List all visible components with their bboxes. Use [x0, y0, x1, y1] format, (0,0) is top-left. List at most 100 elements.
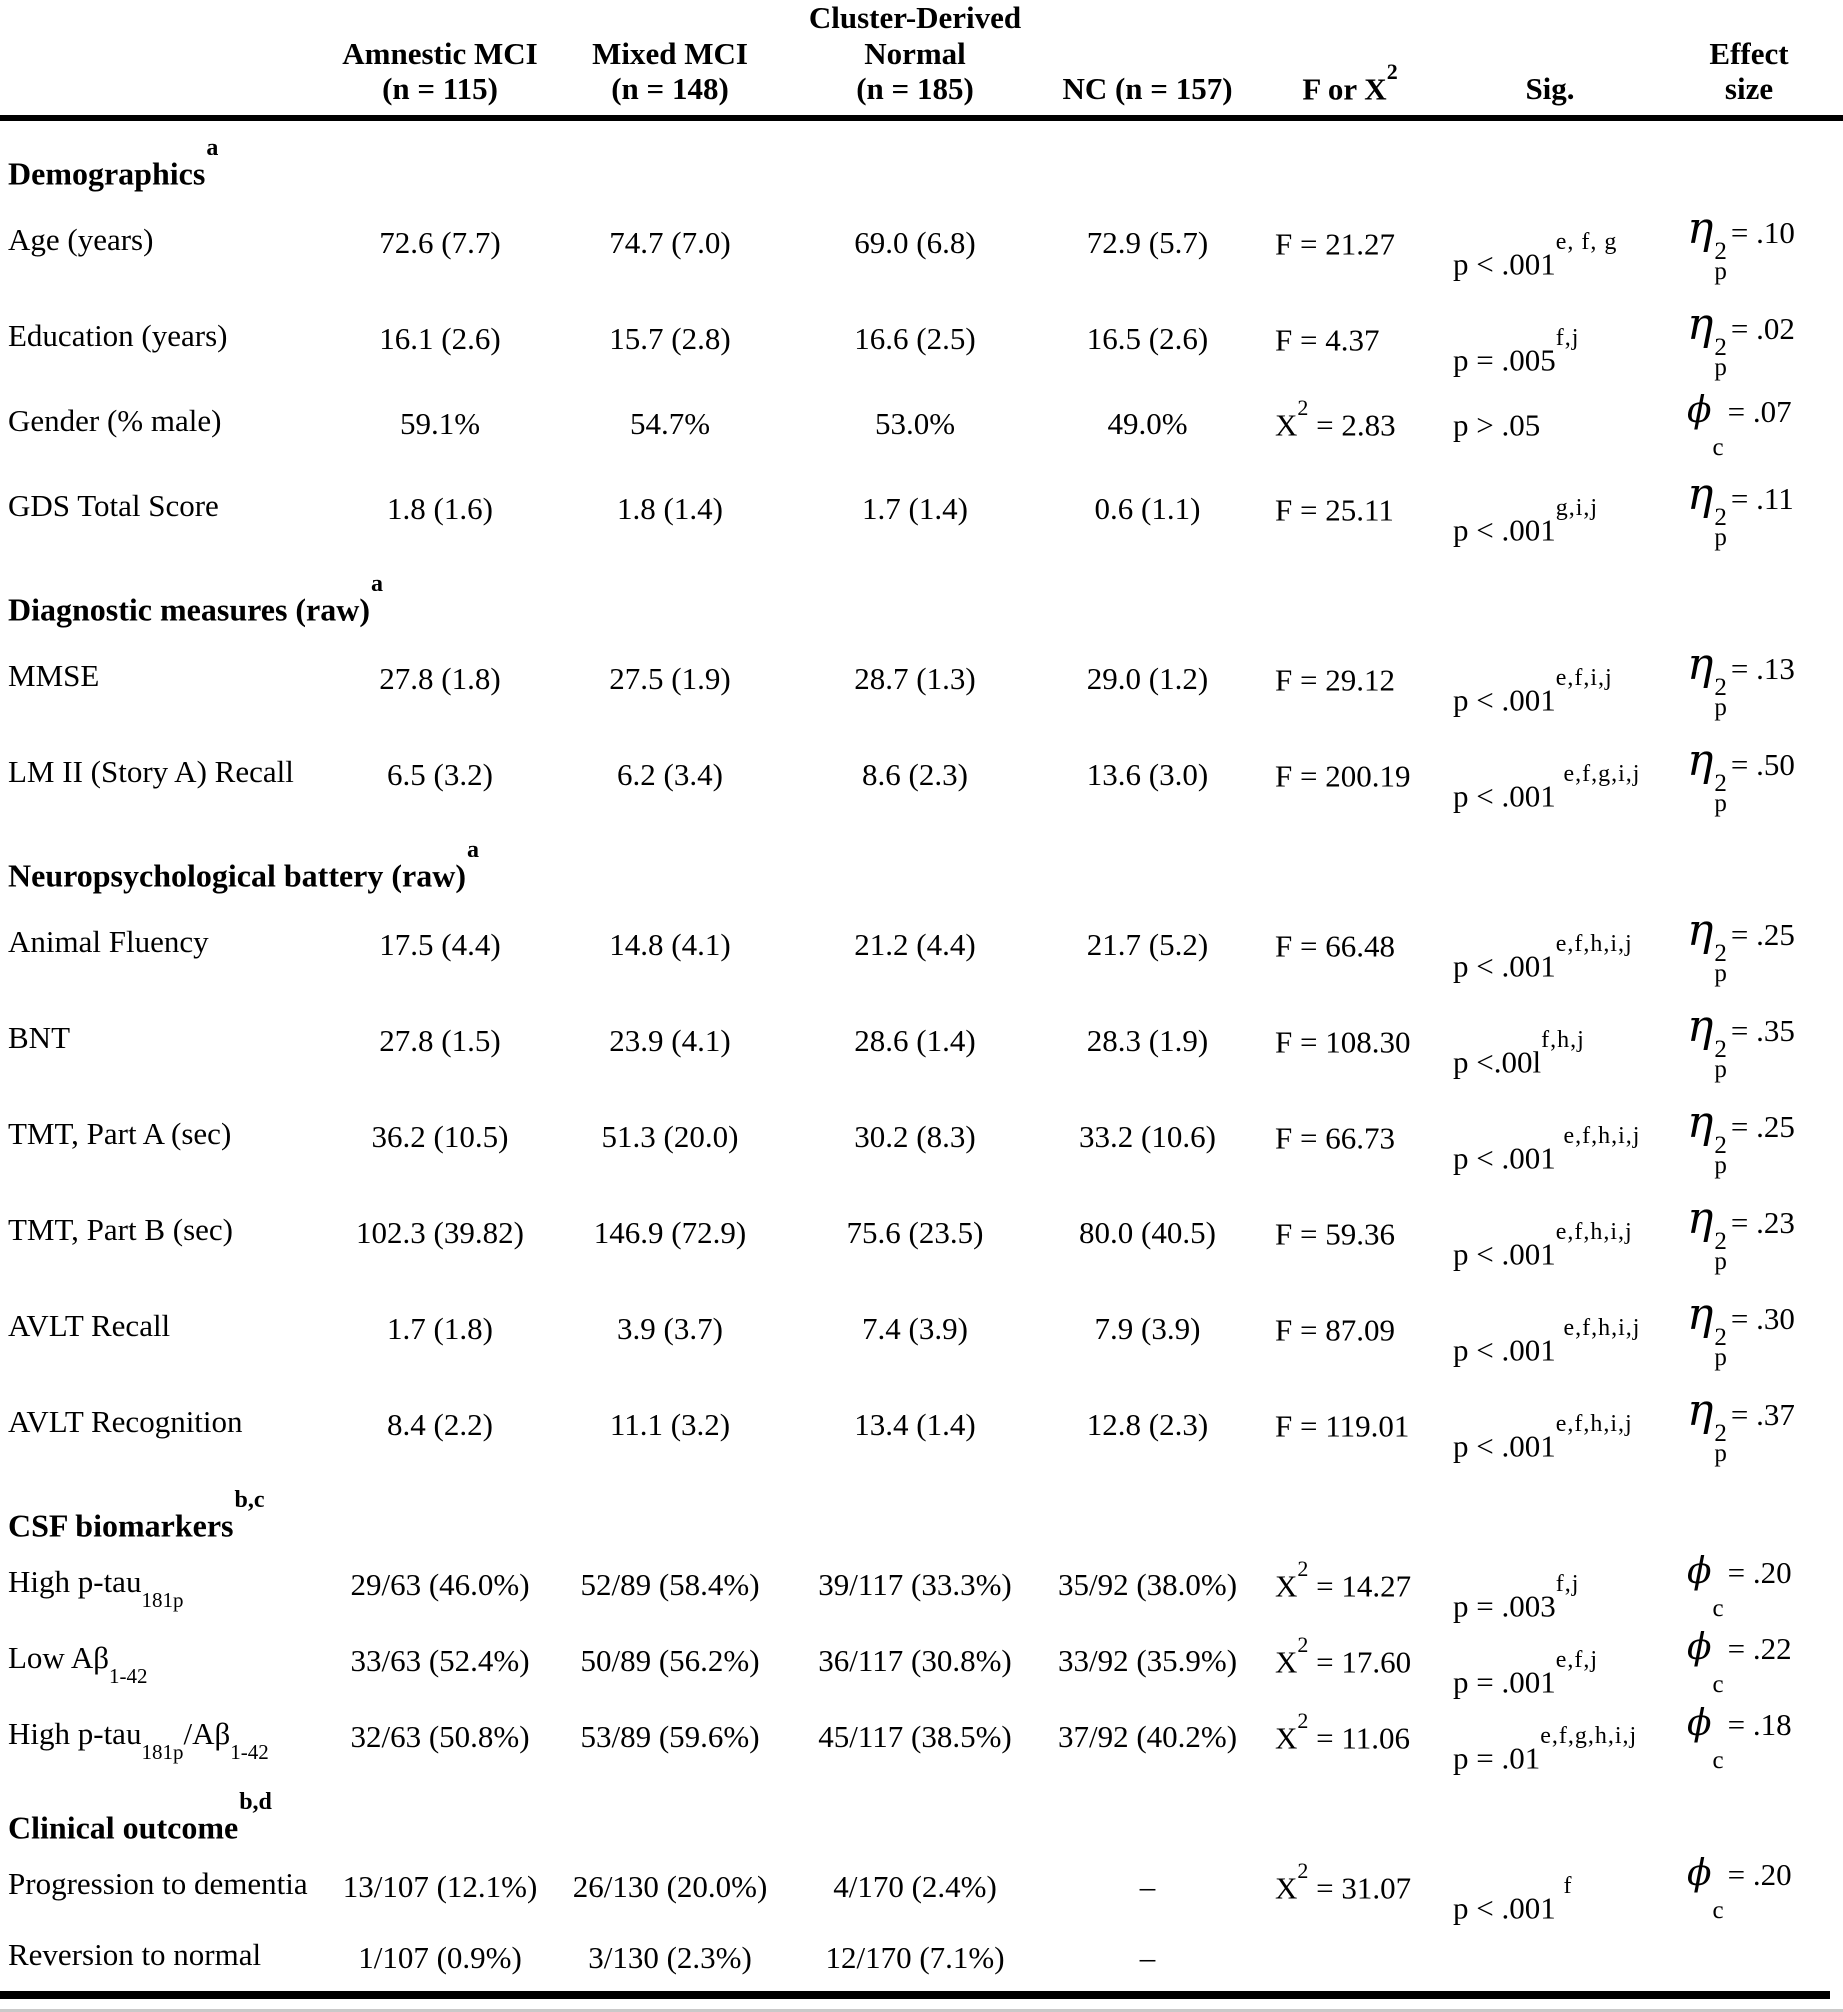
- table-row: Gender (% male) 59.1% 54.7% 53.0% 49.0% …: [0, 387, 1843, 461]
- cell-mixed-mci: 53/89 (59.6%): [580, 1718, 760, 1754]
- table-row: AVLT Recognition 8.4 (2.2) 11.1 (3.2) 13…: [0, 1377, 1843, 1473]
- section-header-row: CSF biomarkersb,c: [0, 1473, 1843, 1547]
- cell-amnestic-mci: 59.1%: [399, 405, 481, 441]
- cell-cluster-derived-normal: 7.4 (3.9): [862, 1310, 968, 1346]
- table-row: Progression to dementia 13/107 (12.1%) 2…: [0, 1849, 1843, 1926]
- cell-nc: 0.6 (1.1): [1094, 490, 1201, 526]
- cell-mixed-mci: 51.3 (20.0): [601, 1118, 739, 1154]
- cell-nc: 72.9 (5.7): [1086, 224, 1209, 260]
- row-label: BNT: [8, 1020, 70, 1056]
- cell-mixed-mci: 15.7 (2.8): [609, 320, 731, 356]
- row-label: Progression to dementia: [8, 1866, 308, 1902]
- cell-significance: p < .001 e,f,h,i,j: [1453, 1123, 1641, 1176]
- cell-nc: 33.2 (10.6): [1079, 1118, 1216, 1154]
- scan-shadow-line: [0, 2008, 1843, 2012]
- row-label: High p-tau181p: [8, 1564, 184, 1612]
- cell-effect-size: η 2 p = .10: [1687, 202, 1795, 286]
- table-row: High p-tau181p 29/63 (46.0%) 52/89 (58.4…: [0, 1547, 1843, 1624]
- cell-effect-size: η 2 p = .35: [1687, 1000, 1795, 1084]
- cell-statistic: F = 119.01: [1275, 1408, 1410, 1444]
- cell-mixed-mci: 146.9 (72.9): [593, 1214, 747, 1250]
- cell-significance: p <.00lf,h,j: [1453, 1027, 1585, 1080]
- row-label: GDS Total Score: [8, 488, 219, 524]
- cell-significance: p < .001 f: [1453, 1873, 1573, 1926]
- header-amnestic-mci: Amnestic MCI (n = 115): [342, 35, 538, 107]
- section-header-row: Demographicsa: [0, 118, 1843, 195]
- cell-nc: 33/92 (35.9%): [1057, 1642, 1238, 1678]
- cell-amnestic-mci: 1/107 (0.9%): [358, 1939, 522, 1975]
- cell-amnestic-mci: 33/63 (52.4%): [350, 1642, 530, 1678]
- cell-amnestic-mci: 72.6 (7.7): [379, 224, 501, 260]
- cell-cluster-derived-normal: 28.6 (1.4): [854, 1022, 976, 1058]
- cell-significance: p = .01e,f,g,h,i,j: [1453, 1723, 1638, 1776]
- cell-nc: 29.0 (1.2): [1086, 660, 1209, 696]
- cell-nc: 80.0 (40.5): [1079, 1214, 1216, 1250]
- row-label: MMSE: [8, 658, 100, 694]
- cell-statistic: F = 29.12: [1275, 662, 1395, 698]
- cell-nc: 21.7 (5.2): [1086, 926, 1209, 962]
- row-label: Low Aβ1-42: [8, 1640, 148, 1688]
- cell-amnestic-mci: 1.7 (1.8): [387, 1310, 493, 1346]
- cell-effect-size: η 2 p = .11: [1687, 468, 1794, 552]
- cell-statistic: X2 = 11.06: [1275, 1708, 1410, 1756]
- cell-effect-size: η 2 p = .13: [1687, 638, 1795, 722]
- cell-cluster-derived-normal: 4/170 (2.4%): [833, 1868, 997, 1904]
- cell-cluster-derived-normal: 30.2 (8.3): [854, 1118, 976, 1154]
- table-row: Reversion to normal 1/107 (0.9%) 3/130 (…: [0, 1925, 1843, 1991]
- cell-significance: [1445, 1925, 1655, 1991]
- header-effect-size: Effect size: [1709, 35, 1789, 107]
- cell-mixed-mci: 3.9 (3.7): [617, 1310, 723, 1346]
- section-title: Clinical outcomeb,d: [8, 1789, 272, 1846]
- cell-significance: p < .001g,i,j: [1453, 495, 1599, 548]
- cell-significance: p < .001e,f,h,i,j: [1453, 931, 1633, 984]
- cell-statistic: F = 87.09: [1275, 1312, 1395, 1348]
- cell-statistic: X2 = 31.07: [1275, 1858, 1412, 1906]
- cell-mixed-mci: 1.8 (1.4): [617, 490, 723, 526]
- row-label: AVLT Recall: [8, 1308, 171, 1344]
- cell-significance: p = .001e,f,j: [1453, 1647, 1599, 1700]
- cell-effect-size: η 2 p = .25: [1687, 904, 1795, 988]
- cell-effect-size: ϕ c = .07: [1687, 389, 1792, 461]
- row-label: TMT, Part B (sec): [8, 1212, 233, 1248]
- table-row: BNT 27.8 (1.5) 23.9 (4.1) 28.6 (1.4) 28.…: [0, 993, 1843, 1089]
- cell-statistic: F = 66.73: [1275, 1120, 1395, 1156]
- table-row: Education (years) 16.1 (2.6) 15.7 (2.8) …: [0, 291, 1843, 387]
- cell-effect-size: η 2 p = .23: [1687, 1192, 1795, 1276]
- cell-effect-size: ϕ c = .20: [1687, 1852, 1792, 1924]
- cell-amnestic-mci: 8.4 (2.2): [387, 1406, 493, 1442]
- cell-effect-size: η 2 p = .25: [1687, 1096, 1795, 1180]
- cell-cluster-derived-normal: 1.7 (1.4): [862, 490, 968, 526]
- cell-mixed-mci: 23.9 (4.1): [609, 1022, 731, 1058]
- cell-cluster-derived-normal: 69.0 (6.8): [854, 224, 976, 260]
- cell-amnestic-mci: 29/63 (46.0%): [350, 1566, 530, 1602]
- section-title: Diagnostic measures (raw)a: [8, 571, 384, 628]
- cell-significance: p < .001 e,f,h,i,j: [1453, 1315, 1641, 1368]
- cell-nc: 12.8 (2.3): [1086, 1406, 1209, 1442]
- section-title: Demographicsa: [8, 135, 219, 192]
- header-sig: Sig.: [1525, 71, 1575, 107]
- table-row: Low Aβ1-42 33/63 (52.4%) 50/89 (56.2%) 3…: [0, 1623, 1843, 1700]
- cell-cluster-derived-normal: 36/117 (30.8%): [818, 1642, 1012, 1678]
- cell-mixed-mci: 50/89 (56.2%): [580, 1642, 760, 1678]
- cell-amnestic-mci: 27.8 (1.8): [379, 660, 501, 696]
- cell-effect-size: ϕ c = .20: [1687, 1550, 1792, 1622]
- cell-nc: 16.5 (2.6): [1086, 320, 1209, 356]
- cell-cluster-derived-normal: 21.2 (4.4): [854, 926, 976, 962]
- cell-amnestic-mci: 1.8 (1.6): [387, 490, 493, 526]
- cell-mixed-mci: 74.7 (7.0): [609, 224, 731, 260]
- row-label: Education (years): [8, 318, 228, 354]
- table-row: Animal Fluency 17.5 (4.4) 14.8 (4.1) 21.…: [0, 897, 1843, 993]
- cell-mixed-mci: 26/130 (20.0%): [572, 1868, 768, 1904]
- table-row: High p-tau181p/Aβ1-42 32/63 (50.8%) 53/8…: [0, 1699, 1843, 1776]
- cell-effect-size: η 2 p = .50: [1687, 734, 1795, 818]
- table-row: GDS Total Score 1.8 (1.6) 1.8 (1.4) 1.7 …: [0, 461, 1843, 557]
- cell-mixed-mci: 52/89 (58.4%): [580, 1566, 760, 1602]
- cell-cluster-derived-normal: 12/170 (7.1%): [825, 1939, 1005, 1975]
- cell-nc: 13.6 (3.0): [1086, 756, 1209, 792]
- section-header-row: Diagnostic measures (raw)a: [0, 557, 1843, 631]
- cell-cluster-derived-normal: 39/117 (33.3%): [818, 1566, 1012, 1602]
- table-bottom-rule: [0, 1990, 1830, 1999]
- row-label: Reversion to normal: [8, 1937, 262, 1973]
- cell-effect-size: ϕ c = .18: [1687, 1702, 1792, 1774]
